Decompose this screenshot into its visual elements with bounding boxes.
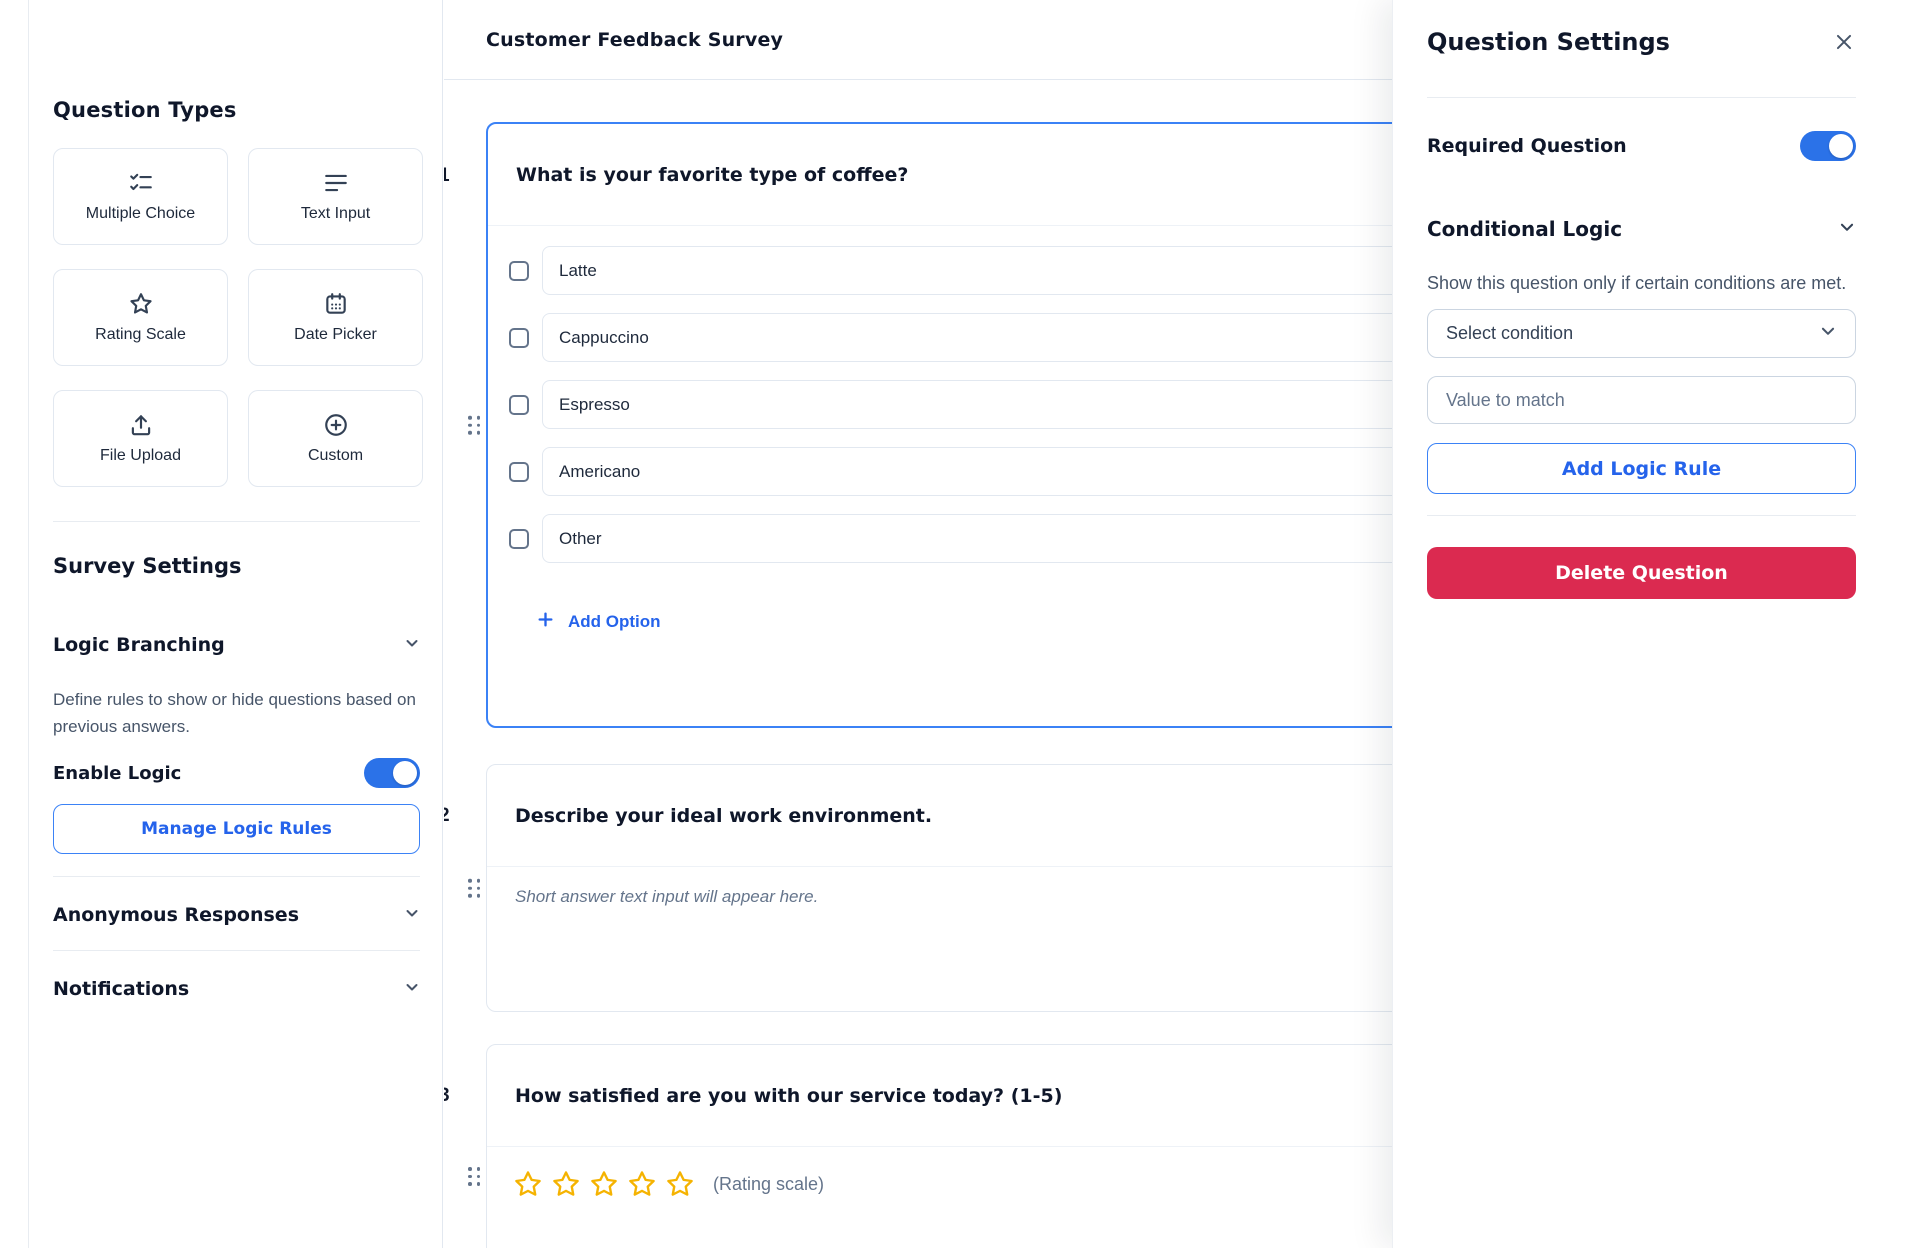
panel-divider — [1427, 515, 1856, 516]
condition-select[interactable]: Select condition — [1427, 309, 1856, 358]
rating-scale-note: (Rating scale) — [713, 1173, 825, 1194]
question-title: How satisfied are you with our service t… — [515, 1084, 1063, 1107]
toggle-knob — [1829, 134, 1853, 158]
star-icon[interactable] — [627, 1169, 657, 1199]
question-title: Describe your ideal work environment. — [515, 804, 933, 827]
question-type-label: Multiple Choice — [85, 205, 196, 222]
question-settings-panel: Question Settings Required Question Cond… — [1392, 0, 1920, 1248]
question-type-file-upload[interactable]: File Upload — [53, 390, 228, 487]
star-rating[interactable]: (Rating scale) — [513, 1167, 1829, 1199]
conditional-logic-description: Show this question only if certain condi… — [1427, 273, 1847, 293]
required-question-row: Required Question — [1427, 131, 1856, 161]
drag-handle[interactable] — [468, 1167, 480, 1186]
plus-icon — [537, 611, 554, 633]
value-to-match-input[interactable] — [1427, 376, 1856, 424]
question-number: 3 — [444, 1085, 450, 1106]
option-row: Other — [509, 514, 1828, 563]
checklist-icon — [128, 170, 154, 196]
sidebar-divider — [53, 950, 420, 951]
option-checkbox[interactable] — [509, 394, 529, 415]
chevron-down-icon — [404, 979, 420, 1000]
option-row: Cappuccino — [509, 313, 1828, 362]
panel-title: Question Settings — [1427, 28, 1670, 56]
enable-logic-label: Enable Logic — [53, 762, 182, 784]
question-type-label: Custom — [307, 447, 364, 464]
logic-branching-header[interactable]: Logic Branching — [53, 634, 420, 656]
manage-logic-rules-button[interactable]: Manage Logic Rules — [53, 804, 420, 854]
anonymous-responses-header[interactable]: Anonymous Responses — [53, 901, 420, 929]
canvas-header: Customer Feedback Survey — [444, 0, 1920, 80]
add-option-button[interactable]: Add Option — [537, 611, 661, 633]
question-type-label: Rating Scale — [95, 326, 186, 343]
enable-logic-toggle[interactable] — [364, 758, 420, 788]
option-row: Americano — [509, 447, 1828, 496]
close-icon[interactable] — [1832, 30, 1856, 54]
option-checkbox[interactable] — [509, 327, 529, 348]
question-header: How satisfied are you with our service t… — [487, 1045, 1855, 1147]
logic-branching-description: Define rules to show or hide questions b… — [53, 690, 416, 736]
builder-sidebar: Question Types Multiple Choice Text Inpu… — [29, 0, 443, 1248]
survey-title: Customer Feedback Survey — [486, 28, 784, 51]
question-type-custom[interactable]: Custom — [248, 390, 423, 487]
chevron-down-icon — [404, 635, 420, 656]
survey-settings-title: Survey Settings — [53, 554, 242, 578]
add-option-label: Add Option — [568, 612, 661, 631]
condition-select-value: Select condition — [1446, 323, 1574, 343]
panel-divider — [1427, 97, 1856, 98]
question-title: What is your favorite type of coffee? — [516, 163, 909, 186]
text-lines-icon — [323, 170, 349, 196]
delete-question-button[interactable]: Delete Question — [1427, 547, 1856, 599]
add-logic-rule-button[interactable]: Add Logic Rule — [1427, 443, 1856, 494]
star-icon[interactable] — [551, 1169, 581, 1199]
star-icon[interactable] — [513, 1169, 543, 1199]
star-icon[interactable] — [589, 1169, 619, 1199]
chevron-down-icon — [1819, 322, 1837, 345]
star-icon — [128, 291, 154, 317]
question-body: Latte Cappuccino Espresso Americano Othe… — [488, 226, 1854, 633]
option-checkbox[interactable] — [509, 461, 529, 482]
required-question-toggle[interactable] — [1800, 131, 1856, 161]
page-left-border — [28, 0, 29, 1248]
conditional-logic-title: Conditional Logic — [1427, 217, 1623, 241]
star-icon[interactable] — [665, 1169, 695, 1199]
upload-icon — [128, 412, 154, 438]
sidebar-divider — [53, 876, 420, 877]
plus-circle-icon — [323, 412, 349, 438]
panel-header: Question Settings — [1427, 0, 1856, 56]
logic-branching-title: Logic Branching — [53, 634, 225, 656]
notifications-header[interactable]: Notifications — [53, 975, 420, 1003]
question-body: (Rating scale) — [487, 1147, 1855, 1199]
question-header: Describe your ideal work environment. — [487, 765, 1855, 867]
option-checkbox[interactable] — [509, 260, 529, 281]
option-row: Latte — [509, 246, 1828, 295]
drag-handle[interactable] — [468, 878, 480, 898]
required-question-label: Required Question — [1427, 135, 1627, 157]
calendar-icon — [323, 291, 349, 317]
question-type-text-input[interactable]: Text Input — [248, 148, 423, 245]
toggle-knob — [393, 761, 417, 785]
question-number: 1 — [444, 165, 450, 186]
question-type-multiple-choice[interactable]: Multiple Choice — [53, 148, 228, 245]
question-body: Short answer text input will appear here… — [487, 867, 1855, 907]
notifications-title: Notifications — [53, 978, 190, 1000]
question-type-grid: Multiple Choice Text Input Rating Scale — [53, 148, 423, 487]
enable-logic-row: Enable Logic — [53, 758, 420, 788]
text-input-placeholder-note: Short answer text input will appear here… — [515, 887, 819, 906]
question-type-label: Date Picker — [294, 326, 377, 343]
drag-handle[interactable] — [468, 415, 480, 435]
question-type-rating-scale[interactable]: Rating Scale — [53, 269, 228, 366]
question-number: 2 — [444, 805, 450, 826]
conditional-logic-header[interactable]: Conditional Logic — [1427, 217, 1856, 241]
question-type-date-picker[interactable]: Date Picker — [248, 269, 423, 366]
chevron-down-icon — [404, 905, 420, 926]
question-type-label: Text Input — [300, 205, 371, 222]
sidebar-divider — [53, 521, 420, 522]
question-types-title: Question Types — [53, 98, 237, 122]
question-header: What is your favorite type of coffee? — [488, 124, 1854, 226]
option-checkbox[interactable] — [509, 528, 529, 549]
anonymous-responses-title: Anonymous Responses — [53, 904, 300, 926]
chevron-down-icon — [1838, 218, 1856, 241]
question-type-label: File Upload — [100, 447, 181, 464]
